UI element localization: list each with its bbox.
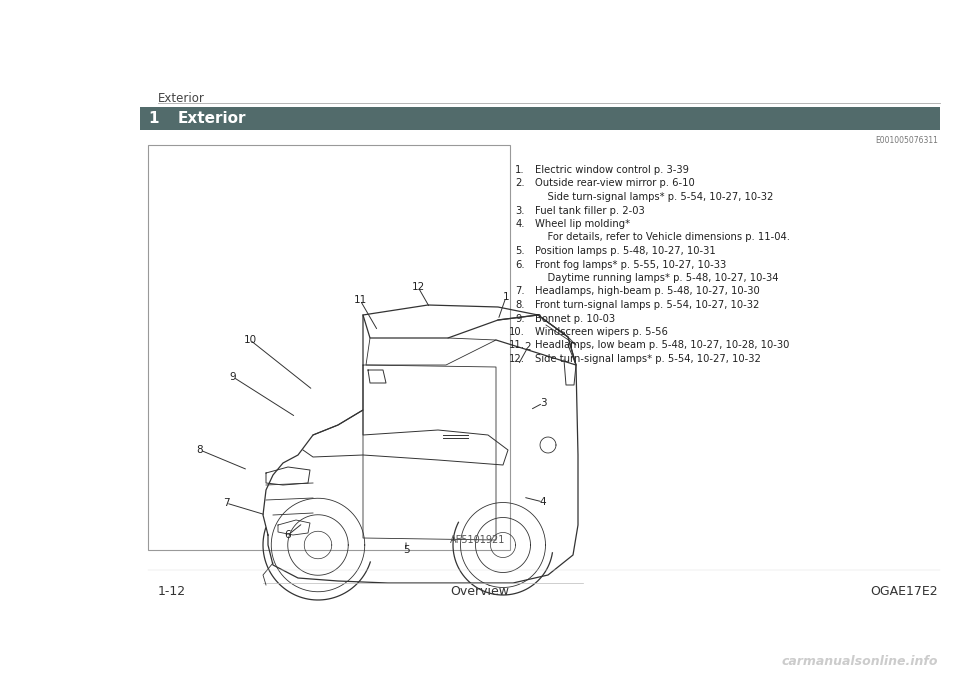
Text: Side turn-signal lamps* p. 5-54, 10-27, 10-32: Side turn-signal lamps* p. 5-54, 10-27, …: [535, 354, 761, 364]
Text: Daytime running lamps* p. 5-48, 10-27, 10-34: Daytime running lamps* p. 5-48, 10-27, 1…: [535, 273, 779, 283]
Text: Windscreen wipers p. 5-56: Windscreen wipers p. 5-56: [535, 327, 668, 337]
Text: E001005076311: E001005076311: [876, 136, 938, 145]
Text: Side turn-signal lamps* p. 5-54, 10-27, 10-32: Side turn-signal lamps* p. 5-54, 10-27, …: [535, 192, 774, 202]
Text: 11: 11: [353, 295, 367, 305]
Text: Exterior: Exterior: [178, 111, 247, 126]
Bar: [140, 107, 940, 130]
Text: 2.: 2.: [516, 179, 525, 189]
Text: 1-12: 1-12: [158, 585, 186, 598]
Text: 10: 10: [244, 335, 256, 345]
Text: 10.: 10.: [509, 327, 525, 337]
Text: 3: 3: [540, 398, 546, 408]
Text: 12.: 12.: [509, 354, 525, 364]
Text: 8.: 8.: [516, 300, 525, 310]
Text: 1: 1: [503, 292, 510, 302]
Text: 5: 5: [402, 545, 409, 555]
Text: Headlamps, low beam p. 5-48, 10-27, 10-28, 10-30: Headlamps, low beam p. 5-48, 10-27, 10-2…: [535, 340, 789, 350]
Bar: [148, 145, 510, 550]
Text: Overview: Overview: [450, 585, 510, 598]
Text: Outside rear-view mirror p. 6-10: Outside rear-view mirror p. 6-10: [535, 179, 695, 189]
Text: 9: 9: [229, 372, 236, 382]
Text: Fuel tank filler p. 2-03: Fuel tank filler p. 2-03: [535, 206, 645, 215]
Text: 6: 6: [285, 530, 291, 540]
Text: 12: 12: [412, 282, 424, 292]
Text: Electric window control p. 3-39: Electric window control p. 3-39: [535, 165, 689, 175]
Text: 3.: 3.: [516, 206, 525, 215]
Text: 7.: 7.: [516, 287, 525, 297]
Text: 1: 1: [149, 111, 159, 126]
Text: 9.: 9.: [516, 314, 525, 323]
Text: 2: 2: [525, 342, 531, 352]
Text: OGAE17E2: OGAE17E2: [871, 585, 938, 598]
Text: Exterior: Exterior: [158, 92, 204, 105]
Text: 4: 4: [540, 497, 546, 507]
Text: 4.: 4.: [516, 219, 525, 229]
Text: carmanualsonline.info: carmanualsonline.info: [781, 655, 938, 668]
Text: Front turn-signal lamps p. 5-54, 10-27, 10-32: Front turn-signal lamps p. 5-54, 10-27, …: [535, 300, 759, 310]
Text: For details, refer to Vehicle dimensions p. 11-04.: For details, refer to Vehicle dimensions…: [535, 232, 790, 242]
Text: 1.: 1.: [516, 165, 525, 175]
Bar: [140, 107, 168, 130]
Text: Bonnet p. 10-03: Bonnet p. 10-03: [535, 314, 615, 323]
Text: 8: 8: [197, 445, 204, 455]
Text: 5.: 5.: [516, 246, 525, 256]
Text: 6.: 6.: [516, 259, 525, 270]
Text: 11.: 11.: [509, 340, 525, 350]
Text: AF5101921: AF5101921: [449, 535, 505, 545]
Text: Headlamps, high-beam p. 5-48, 10-27, 10-30: Headlamps, high-beam p. 5-48, 10-27, 10-…: [535, 287, 759, 297]
Text: 7: 7: [223, 498, 229, 508]
Bar: [140, 107, 168, 130]
Text: Position lamps p. 5-48, 10-27, 10-31: Position lamps p. 5-48, 10-27, 10-31: [535, 246, 716, 256]
Text: Wheel lip molding*: Wheel lip molding*: [535, 219, 630, 229]
Text: Front fog lamps* p. 5-55, 10-27, 10-33: Front fog lamps* p. 5-55, 10-27, 10-33: [535, 259, 727, 270]
